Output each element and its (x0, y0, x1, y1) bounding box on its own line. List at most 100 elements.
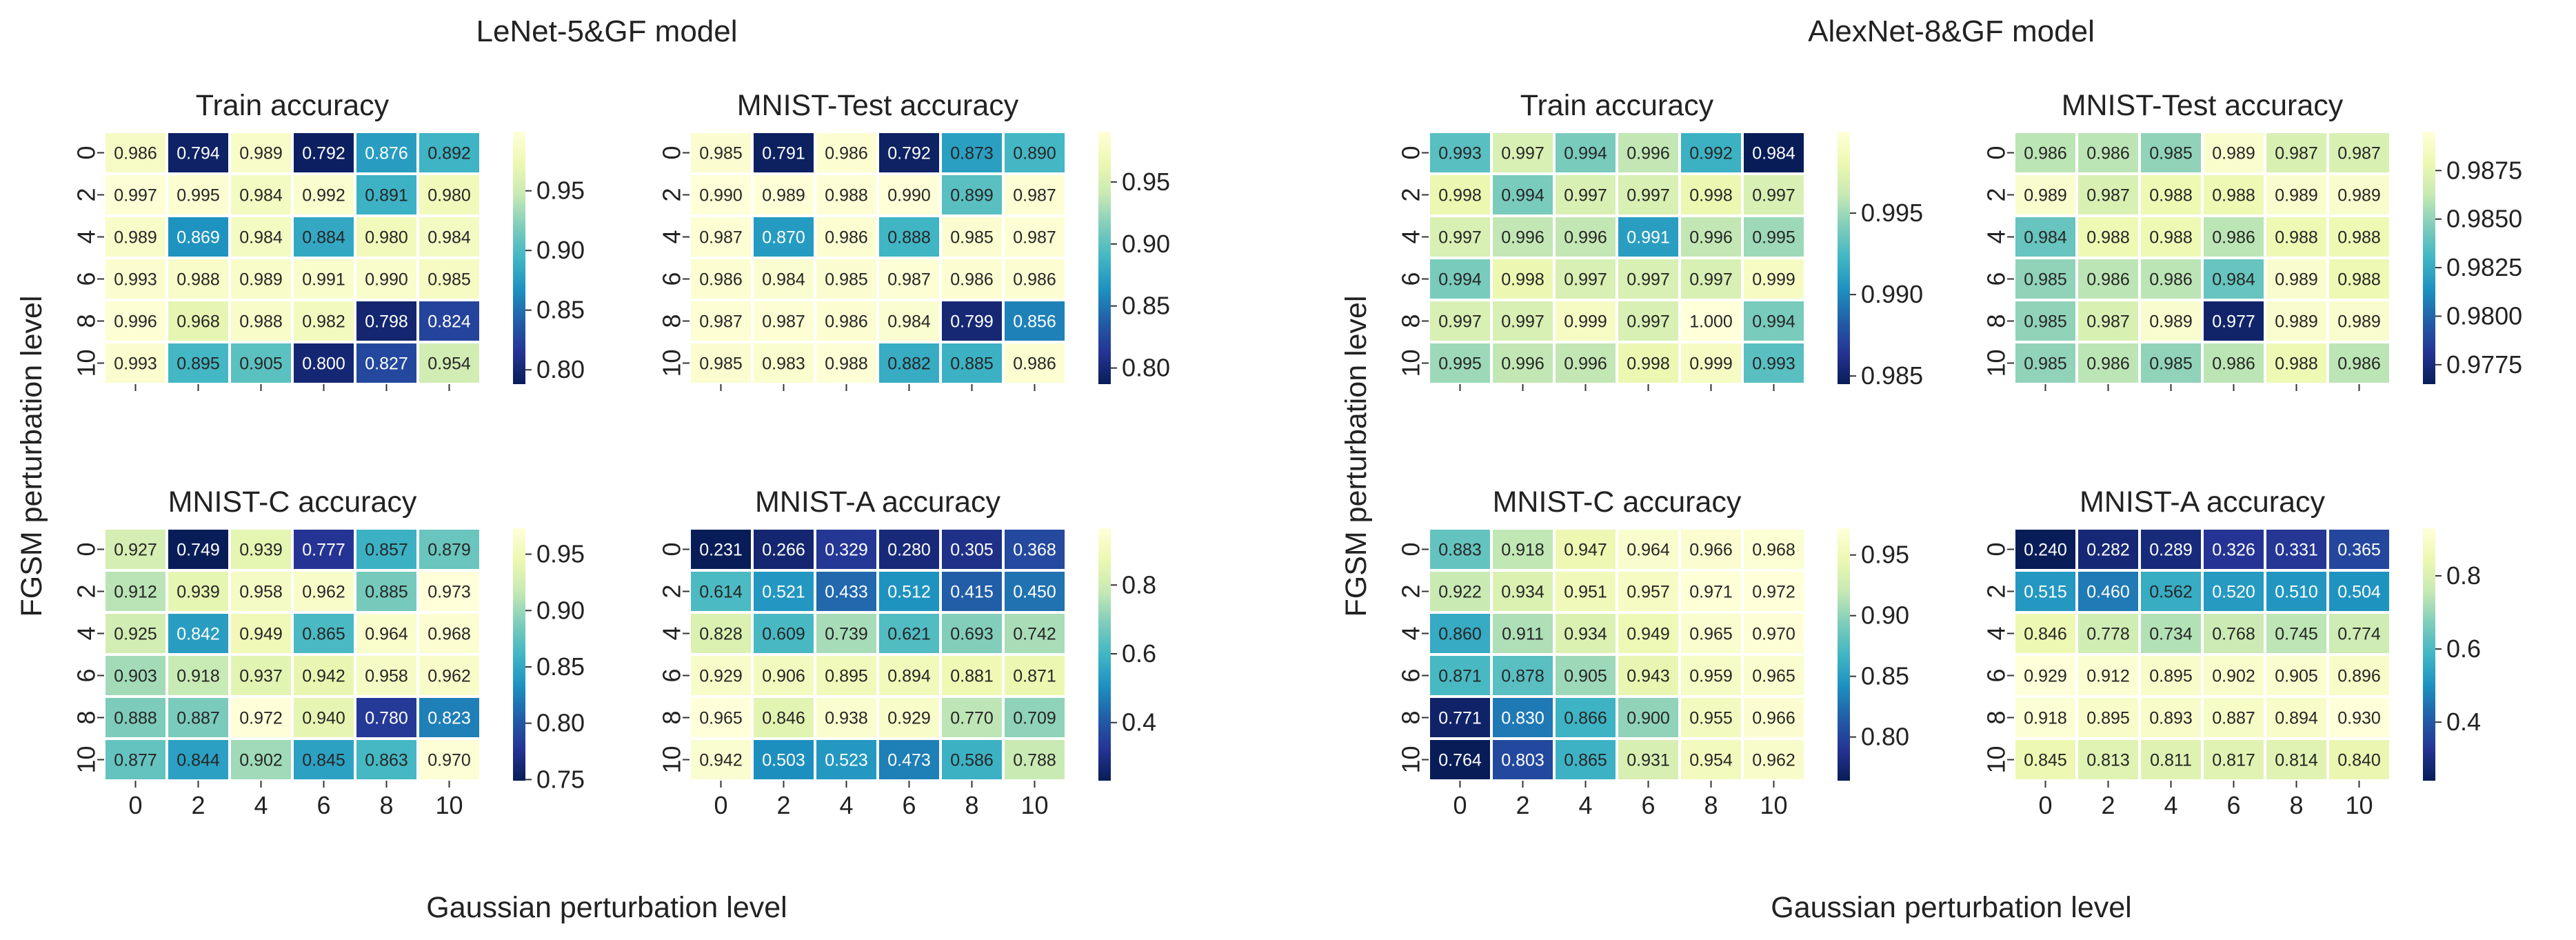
cell-value-label: 0.368 (1013, 541, 1056, 560)
cell-value-label: 0.865 (1564, 751, 1607, 770)
cell-value-label: 0.895 (825, 667, 868, 686)
cell-value-label: 0.866 (1564, 709, 1607, 728)
cell-value-label: 0.997 (1689, 270, 1733, 290)
cell-value-label: 0.959 (1689, 667, 1733, 686)
cell-value-label: 0.965 (1689, 625, 1733, 644)
heatmap-cell (2326, 611, 2392, 656)
cell-value-label: 0.984 (2212, 270, 2255, 290)
heatmap-cell (814, 172, 879, 217)
heatmap-panel: MNIST-C accuracy 0.927 0.749 0.939 0.777 0.85… (72, 486, 585, 819)
heatmap-cell (939, 214, 1005, 259)
cell-value-label: 0.988 (2337, 270, 2381, 290)
y-tick-label: 2 (1982, 584, 2011, 598)
cell-value-label: 0.988 (2275, 228, 2318, 248)
cell-value-label: 0.985 (950, 228, 994, 248)
y-tick-label: 0 (658, 542, 686, 556)
heatmap-panel: MNIST-A accuracy 0.240 0.282 0.289 0.326 0.33… (1982, 486, 2482, 819)
cell-value-label: 0.970 (427, 751, 471, 770)
cell-value-label: 0.873 (950, 144, 994, 163)
cell-value-label: 0.985 (699, 354, 743, 374)
colorbar (1838, 528, 1850, 781)
heatmap-cell (2075, 257, 2141, 301)
cell-value-label: 0.986 (2337, 354, 2381, 374)
cell-value-label: 0.778 (2086, 625, 2130, 644)
heatmap-cell (1553, 172, 1618, 217)
x-tick-label: 10 (435, 791, 463, 819)
heatmap-cell (1553, 130, 1618, 175)
cell-value-label: 0.965 (699, 709, 743, 728)
colorbar-tick-label: 0.85 (536, 652, 585, 681)
cell-value-label: 0.823 (427, 709, 471, 728)
cell-value-label: 0.870 (762, 228, 805, 248)
heatmap-cell (876, 130, 942, 175)
y-axis-label: FGSM perturbation level (15, 295, 48, 617)
y-tick-label: 2 (658, 584, 686, 598)
heatmap-cell (1741, 172, 1807, 217)
y-tick-label: 0 (658, 146, 686, 159)
cell-value-label: 0.997 (1627, 270, 1670, 290)
cell-value-label: 0.905 (239, 354, 283, 374)
cell-value-label: 0.326 (2212, 541, 2255, 560)
cell-value-label: 0.991 (302, 270, 345, 290)
cell-value-label: 0.902 (239, 751, 283, 770)
cell-value-label: 0.881 (950, 667, 994, 686)
cell-value-label: 0.824 (427, 312, 471, 332)
cell-value-label: 0.865 (302, 625, 345, 644)
cell-value-label: 0.895 (177, 354, 220, 374)
cell-value-label: 0.473 (887, 751, 931, 770)
cell-value-label: 0.883 (1438, 541, 1482, 560)
x-tick-label: 0 (714, 791, 727, 819)
colorbar-tick-label: 0.90 (1861, 601, 1909, 630)
cell-value-label: 0.986 (825, 312, 868, 332)
cell-value-label: 0.997 (114, 186, 157, 206)
cell-value-label: 0.521 (762, 583, 805, 602)
cell-value-label: 0.877 (114, 751, 157, 770)
cell-value-label: 0.996 (114, 312, 157, 332)
cell-value-label: 0.943 (1627, 667, 1670, 686)
heatmap-cell (688, 299, 754, 343)
cell-value-label: 0.800 (302, 354, 345, 374)
heatmap-cell (2138, 737, 2204, 782)
colorbar-tick-label: 0.985 (1861, 361, 1923, 390)
cell-value-label: 0.903 (114, 667, 157, 686)
cell-value-label: 0.609 (762, 625, 805, 644)
heatmap-cell (2201, 527, 2266, 572)
heatmap-cell (2326, 737, 2392, 782)
y-tick-label: 10 (1982, 349, 2011, 377)
cell-value-label: 0.964 (1627, 541, 1670, 560)
cell-value-label: 0.305 (950, 541, 994, 560)
cell-value-label: 0.986 (1013, 354, 1056, 374)
cell-value-label: 0.856 (1013, 312, 1056, 332)
heatmap-cell (1490, 653, 1556, 698)
colorbar-tick-label: 0.95 (536, 177, 585, 205)
cell-value-label: 0.996 (1564, 354, 1607, 374)
heatmap-cell (416, 130, 482, 175)
cell-value-label: 0.940 (302, 709, 345, 728)
heatmap-cell (1553, 214, 1618, 259)
y-tick-label: 10 (72, 746, 101, 773)
heatmap-cell (1002, 527, 1067, 572)
cell-value-label: 0.987 (1013, 228, 1056, 248)
heatmap-cell (1616, 611, 1681, 656)
cell-value-label: 0.894 (887, 667, 931, 686)
heatmap-cell (354, 695, 419, 740)
cell-value-label: 0.515 (2024, 583, 2067, 602)
x-axis-label: Gaussian perturbation level (426, 891, 787, 924)
cell-value-label: 0.803 (1501, 751, 1544, 770)
heatmap-cell (939, 737, 1005, 782)
y-tick-label: 8 (658, 710, 686, 724)
cell-value-label: 0.846 (762, 709, 805, 728)
cell-value-label: 0.987 (1013, 186, 1056, 206)
cell-value-label: 0.985 (427, 270, 471, 290)
heatmap-cell (876, 341, 942, 386)
colorbar-tick-label: 0.75 (536, 765, 585, 793)
heatmap-cell (416, 341, 482, 386)
colorbar-tick-label: 0.85 (1122, 292, 1170, 320)
cell-value-label: 0.987 (887, 270, 931, 290)
cell-value-label: 0.986 (2024, 144, 2067, 163)
cell-value-label: 0.985 (2024, 270, 2067, 290)
y-tick-label: 6 (72, 272, 101, 286)
cell-value-label: 0.968 (1752, 541, 1795, 560)
cell-value-label: 0.989 (2275, 270, 2318, 290)
